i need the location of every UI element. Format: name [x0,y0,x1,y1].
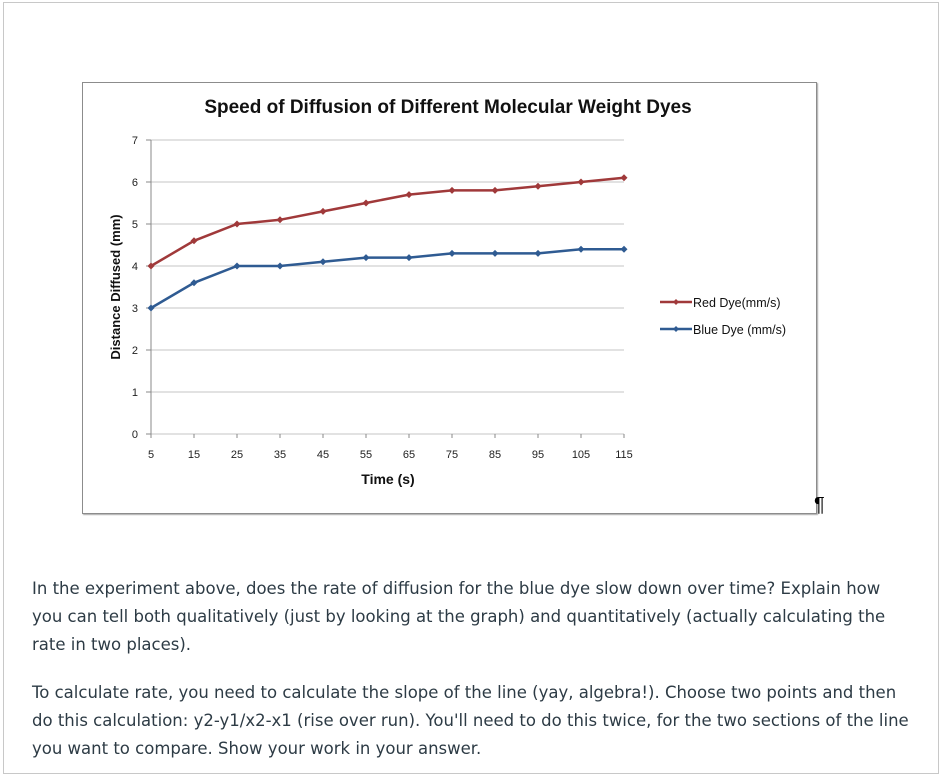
data-point [276,262,284,270]
y-tick-label: 4 [132,261,138,273]
x-tick-label: 15 [188,449,200,461]
chart-title: Speed of Diffusion of Different Molecula… [204,97,691,118]
legend-marker [673,299,679,305]
x-tick-label: 105 [572,449,590,461]
x-tick-label: 55 [360,449,372,461]
data-point [190,279,198,287]
legend-marker [673,326,679,332]
data-point [147,262,155,270]
data-point [620,245,628,253]
series-line [150,176,625,268]
data-point [577,245,585,253]
y-tick-label: 1 [132,387,138,399]
data-point [448,186,456,194]
data-point [491,186,499,194]
data-point [534,182,542,190]
x-tick-label: 45 [317,449,329,461]
x-tick-label: 75 [446,449,458,461]
data-point [448,249,456,257]
data-point [405,191,413,199]
series-line [150,247,624,310]
y-tick-label: 2 [132,345,138,357]
y-tick-label: 5 [132,219,138,231]
x-tick-label: 35 [274,449,286,461]
data-point [491,249,499,257]
paragraph-mark: ¶ [814,494,825,516]
y-tick-label: 3 [132,303,138,315]
data-point [319,207,327,215]
x-tick-label: 65 [403,449,415,461]
x-tick-label: 85 [489,449,501,461]
question-paragraph-1: In the experiment above, does the rate o… [32,578,886,654]
data-point [319,258,327,266]
data-point [577,178,585,186]
y-tick-label: 6 [132,177,138,189]
x-axis-label: Time (s) [361,471,414,487]
data-point [233,262,241,270]
data-point [405,254,413,262]
data-point [534,249,542,257]
data-point [362,254,370,262]
x-tick-label: 5 [148,449,154,461]
question-paragraph-2: To calculate rate, you need to calculate… [32,682,909,758]
x-tick-label: 115 [615,449,633,461]
data-point [233,220,241,228]
x-tick-label: 25 [231,449,243,461]
y-tick-label: 0 [132,429,138,441]
data-point [147,304,155,312]
x-tick-label: 95 [532,449,544,461]
y-tick-label: 7 [132,135,138,147]
chart-frame [82,82,817,514]
legend-label: Red Dye(mm/s) [693,296,781,310]
data-point [190,237,198,245]
data-point [276,216,284,224]
data-point [620,174,628,182]
legend-label: Blue Dye (mm/s) [693,323,786,337]
data-point [362,199,370,207]
y-axis-label: Distance Diffused (mm) [108,214,123,359]
